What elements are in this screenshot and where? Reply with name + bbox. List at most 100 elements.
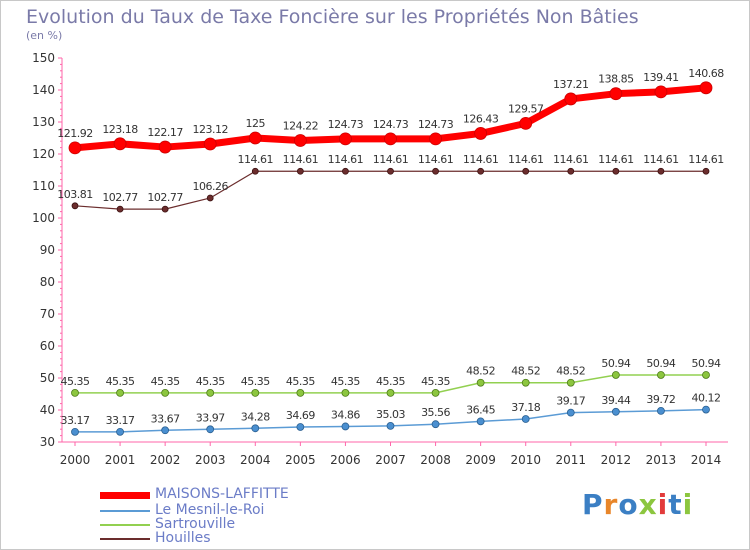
- data-label: 114.61: [643, 153, 679, 166]
- data-label: 45.35: [106, 375, 135, 388]
- data-point: [296, 167, 304, 175]
- data-label: 34.69: [286, 409, 315, 422]
- data-label: 139.41: [643, 71, 679, 84]
- data-label: 37.18: [511, 401, 540, 414]
- data-point: [567, 167, 575, 175]
- x-tick-label: 2006: [330, 453, 361, 467]
- x-tick-label: 2010: [510, 453, 541, 467]
- data-label: 114.61: [283, 153, 319, 166]
- data-point: [251, 167, 259, 175]
- data-point: [251, 388, 260, 397]
- data-label: 45.35: [241, 375, 270, 388]
- data-point: [116, 388, 124, 397]
- y-tick-label: 30: [40, 435, 55, 449]
- data-label: 123.12: [192, 123, 228, 136]
- data-point: [206, 388, 215, 397]
- logo-letter: i: [657, 488, 669, 521]
- data-point: [341, 422, 350, 431]
- x-tick-label: 2014: [691, 453, 722, 467]
- data-point: [699, 81, 713, 95]
- data-label: 34.28: [241, 410, 270, 423]
- data-point: [71, 427, 79, 436]
- data-point: [519, 116, 533, 130]
- proxiti-logo: Proxiti: [582, 488, 693, 521]
- data-point: [702, 167, 710, 175]
- data-label: 106.26: [192, 180, 228, 193]
- data-label: 45.35: [61, 375, 90, 388]
- data-point: [429, 132, 442, 146]
- legend-label: Houilles: [155, 530, 211, 546]
- y-tick-label: 70: [40, 307, 55, 321]
- data-label: 114.61: [418, 153, 454, 166]
- data-point: [341, 388, 350, 397]
- data-label: 35.56: [421, 406, 450, 419]
- data-label: 102.77: [147, 191, 183, 204]
- data-point: [474, 127, 488, 140]
- data-label: 45.35: [421, 375, 450, 388]
- data-label: 48.52: [466, 365, 495, 378]
- data-point: [296, 423, 305, 431]
- y-tick-label: 120: [32, 147, 55, 161]
- data-point: [71, 388, 79, 397]
- data-point: [251, 424, 260, 433]
- data-point: [248, 131, 262, 145]
- data-point: [206, 425, 215, 434]
- data-point: [611, 371, 620, 379]
- legend-label: Le Mesnil-le-Roi: [155, 502, 265, 518]
- data-point: [384, 132, 397, 146]
- x-tick-label: 2007: [375, 453, 406, 467]
- data-label: 124.22: [283, 119, 319, 132]
- x-tick-label: 2001: [105, 453, 136, 467]
- data-point: [566, 378, 575, 387]
- data-label: 45.35: [376, 375, 405, 388]
- data-point: [342, 167, 349, 175]
- data-point: [521, 415, 530, 423]
- x-tick-label: 2008: [420, 453, 451, 467]
- data-label: 50.94: [646, 357, 675, 370]
- data-point: [566, 408, 575, 417]
- data-label: 121.92: [57, 127, 93, 140]
- data-point: [116, 427, 124, 436]
- data-point: [611, 407, 620, 416]
- data-point: [564, 92, 578, 106]
- legend-label: MAISONS-LAFFITTE: [155, 486, 289, 502]
- data-label: 114.61: [373, 153, 409, 166]
- data-label: 140.68: [688, 67, 724, 80]
- data-point: [609, 87, 623, 101]
- x-tick-label: 2004: [240, 453, 271, 467]
- data-label: 122.17: [147, 126, 183, 139]
- data-label: 45.35: [196, 375, 225, 388]
- x-tick-label: 2005: [285, 453, 316, 467]
- data-label: 102.77: [102, 191, 138, 204]
- x-tick-label: 2009: [465, 453, 496, 467]
- legend-swatch: [100, 538, 150, 540]
- data-point: [431, 388, 440, 397]
- y-tick-label: 140: [32, 83, 55, 97]
- data-point: [161, 426, 170, 435]
- data-label: 137.21: [553, 78, 589, 91]
- data-point: [158, 140, 172, 154]
- data-label: 114.61: [508, 153, 544, 166]
- data-point: [116, 205, 124, 213]
- data-label: 114.61: [598, 153, 634, 166]
- data-label: 114.61: [463, 153, 499, 166]
- legend-swatch: [100, 492, 150, 499]
- data-point: [386, 388, 395, 397]
- data-label: 40.12: [692, 392, 721, 405]
- data-label: 48.52: [511, 365, 540, 378]
- data-point: [71, 202, 79, 210]
- data-label: 138.85: [598, 73, 634, 86]
- data-label: 114.61: [238, 153, 274, 166]
- data-label: 114.61: [553, 153, 589, 166]
- data-label: 33.97: [196, 411, 225, 424]
- data-label: 45.35: [286, 375, 315, 388]
- data-point: [206, 194, 214, 202]
- data-point: [522, 167, 530, 175]
- x-tick-label: 2012: [601, 453, 632, 467]
- data-point: [339, 132, 352, 146]
- data-label: 50.94: [601, 357, 630, 370]
- y-tick-label: 80: [40, 275, 55, 289]
- data-label: 125: [246, 117, 266, 130]
- data-label: 39.44: [601, 394, 630, 407]
